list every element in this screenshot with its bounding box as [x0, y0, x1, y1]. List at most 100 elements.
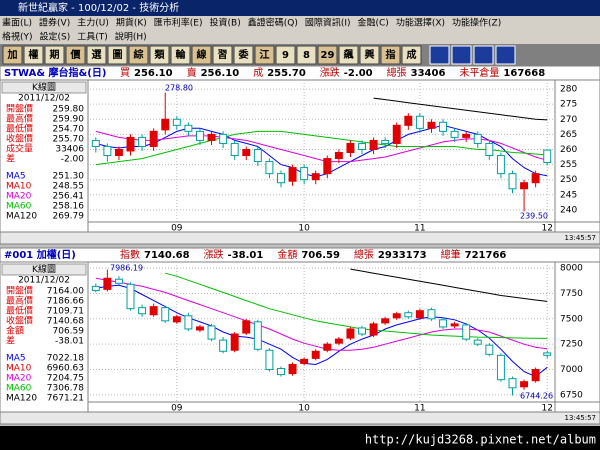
candle-body — [253, 148, 262, 163]
toolbar-button[interactable] — [44, 45, 65, 65]
ma-label: MA60 — [6, 384, 32, 394]
toolbar-button[interactable] — [2, 45, 23, 65]
toolbar-button[interactable] — [65, 45, 86, 65]
chart-label: K線圖 — [32, 263, 56, 275]
toolbar-icon[interactable] — [495, 45, 516, 65]
toolbar-label: 成 — [407, 48, 417, 61]
ma-line — [95, 124, 548, 178]
candle-body — [114, 148, 123, 157]
info-label: 金額 — [6, 325, 24, 337]
toolbar-button[interactable] — [128, 45, 149, 65]
x-tick-label: 09 — [171, 404, 183, 414]
candle-body — [288, 363, 297, 375]
toolbar-label: 指 — [386, 48, 396, 61]
ma-label: MA60 — [6, 202, 32, 212]
y-tick-label: 8000 — [560, 264, 583, 274]
menu-item[interactable]: 說明(H) — [115, 31, 147, 43]
y-tick-label: 7750 — [560, 289, 583, 299]
toolbar-button[interactable] — [401, 45, 422, 65]
toolbar-button[interactable] — [380, 45, 401, 65]
menu-item[interactable]: 金融(C) — [358, 17, 389, 29]
info-value: -2.00 — [61, 155, 85, 165]
toolbar-button[interactable] — [212, 45, 233, 65]
date: 2011/12/02 — [18, 94, 70, 104]
candle-body — [126, 136, 135, 152]
toolbar-label: 興 — [365, 48, 375, 61]
info-label: 差 — [6, 153, 15, 165]
watermark: http://kujd3268.pixnet.net/album — [365, 433, 596, 447]
toolbar-button[interactable] — [191, 45, 212, 65]
title-bar — [0, 0, 600, 16]
menu-item[interactable]: 功能操作(Z) — [452, 17, 501, 29]
candle-body — [300, 358, 309, 364]
ma-line — [165, 272, 548, 339]
menu-item[interactable]: 工具(T) — [77, 32, 108, 43]
candle-body — [369, 139, 378, 150]
candle-body — [253, 321, 262, 350]
candle-body — [242, 320, 251, 334]
menu-item[interactable]: 期貨(K) — [116, 17, 147, 29]
panel-header — [0, 247, 600, 263]
ma-value: 6960.63 — [47, 364, 84, 374]
menu-item[interactable]: 匯市利率(E) — [154, 17, 203, 29]
time: 13:45:57 — [565, 414, 596, 422]
toolbar-button[interactable] — [296, 45, 317, 65]
ma-value: 7671.21 — [47, 394, 84, 404]
ma-value: 7022.18 — [47, 354, 84, 364]
ma-value: 251.30 — [53, 172, 85, 182]
annotation: 7986.19 — [110, 264, 143, 273]
menu-item[interactable]: 畫面(L) — [2, 17, 32, 29]
annotation: 239.50 — [520, 212, 548, 221]
candle-body — [543, 149, 552, 163]
toolbar-label: 輪 — [176, 48, 187, 61]
info-panel — [0, 79, 89, 233]
symbol: #001 加權(日) — [4, 248, 76, 261]
toolbar-icon[interactable] — [473, 45, 494, 65]
toolbar-button[interactable] — [149, 45, 170, 65]
candle-body — [543, 352, 552, 356]
toolbar-button[interactable] — [359, 45, 380, 65]
x-tick-label: 10 — [298, 224, 310, 234]
menu-item[interactable]: 設定(S) — [40, 31, 71, 43]
info-value: 259.90 — [53, 115, 85, 125]
candle-body — [311, 173, 320, 181]
menu-item[interactable]: 主力(U) — [77, 17, 109, 29]
candle-body — [230, 142, 239, 157]
candle-body — [161, 118, 170, 131]
menu-item[interactable]: 鑫證密碼(Q) — [248, 17, 298, 29]
candle-body — [439, 121, 448, 132]
candle-body — [427, 121, 436, 129]
time: 13:45:57 — [565, 234, 596, 242]
menu-item[interactable]: 功能選擇(X) — [396, 17, 445, 29]
toolbar-button[interactable] — [107, 45, 128, 65]
info-value: 259.80 — [53, 105, 85, 115]
toolbar-icon[interactable] — [429, 45, 450, 65]
menu-item[interactable]: 國際資訊(I) — [305, 17, 351, 29]
toolbar-button[interactable] — [233, 45, 254, 65]
quote-value: 33406 — [411, 68, 446, 79]
quote-value: 706.59 — [301, 250, 340, 261]
ma-line — [373, 97, 548, 121]
y-tick-label: 7000 — [560, 365, 583, 375]
info-label: 差 — [6, 335, 15, 347]
toolbar-icon[interactable] — [451, 45, 472, 65]
toolbar-button[interactable] — [317, 45, 338, 65]
toolbar-button[interactable] — [170, 45, 191, 65]
chart-label-box — [1, 263, 87, 276]
toolbar-button[interactable] — [254, 45, 275, 65]
candle-body — [531, 369, 540, 382]
toolbar-label: 習 — [218, 49, 228, 61]
ma-label: MA5 — [6, 354, 26, 364]
candle-body — [126, 283, 135, 310]
toolbar-label: 類 — [154, 48, 166, 61]
toolbar-button[interactable] — [338, 45, 359, 65]
y-tick-label: 6750 — [560, 390, 583, 400]
menu-item[interactable]: 投資(B) — [210, 17, 241, 29]
menu-item[interactable]: 格視(Y) — [2, 31, 33, 43]
toolbar-button[interactable] — [275, 45, 296, 65]
toolbar-button[interactable] — [23, 45, 44, 65]
window-title: 新世紀贏家 - 100/12/02 - 技術分析 — [18, 1, 179, 14]
quote-label: 指數 — [120, 248, 140, 261]
menu-item[interactable]: 證券(V) — [39, 17, 70, 29]
toolbar-button[interactable] — [86, 45, 107, 65]
